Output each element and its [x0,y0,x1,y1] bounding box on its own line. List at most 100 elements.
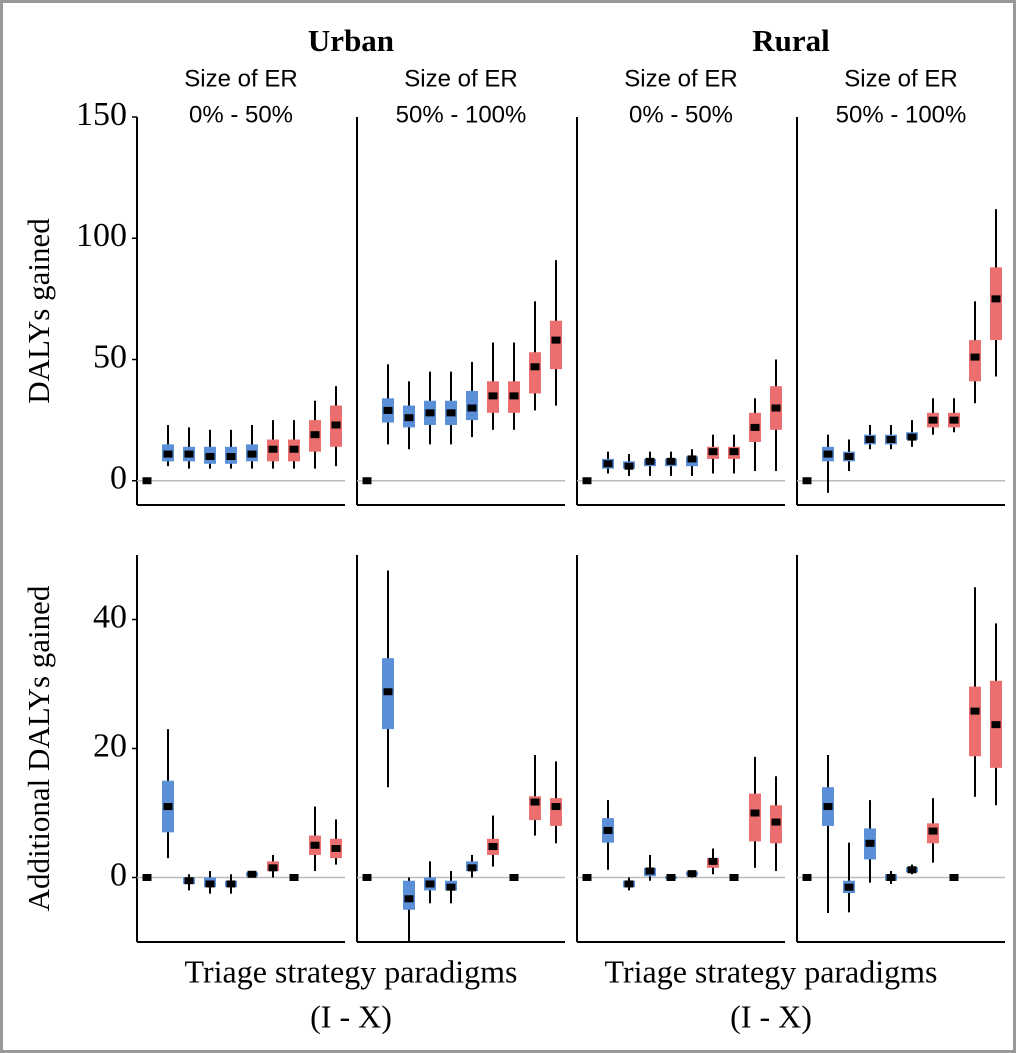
median [226,453,236,460]
median [823,450,833,458]
median [362,874,372,881]
median [928,827,938,835]
median [645,457,655,465]
median [928,416,938,424]
panel-subtitle: 50% - 100% [836,101,967,128]
median [142,874,152,881]
median [666,874,676,881]
median [771,404,781,412]
median [289,874,299,881]
median [949,874,959,881]
median [331,844,341,852]
median [163,450,173,458]
median [729,874,739,881]
median [802,477,812,485]
median [666,457,676,465]
panel-subtitle: Size of ER [404,65,517,92]
median [624,880,634,888]
median [404,895,414,903]
box [969,686,981,757]
median [687,870,697,878]
column-header: Urban [308,23,394,58]
median [142,477,152,485]
y-axis-label: Additional DALYs gained [21,585,56,911]
median [582,477,592,485]
x-axis-label: (I - X) [310,998,392,1034]
x-axis-label: Triage strategy paradigms [605,953,938,989]
median [551,336,561,344]
median [226,880,236,888]
median [729,448,739,456]
median [205,453,215,460]
median [865,436,875,444]
median [247,450,257,458]
y-tick-label: 20 [93,727,127,764]
median [268,864,278,872]
median [949,416,959,424]
y-axis-label: DALYs gained [21,218,56,404]
median [310,841,320,849]
box [550,798,562,826]
median [467,404,477,412]
median [362,477,372,485]
median [446,883,456,891]
median [750,809,760,817]
y-tick-label: 150 [76,96,127,133]
y-tick-label: 0 [110,856,127,893]
box [749,793,761,842]
median [488,843,498,851]
median [551,803,561,811]
median [907,433,917,441]
x-axis-label: (I - X) [730,998,812,1034]
median [310,431,320,439]
panel-subtitle: 0% - 50% [189,101,293,128]
median [247,870,257,878]
median [488,392,498,400]
median [184,877,194,885]
median [708,448,718,456]
median [163,803,173,811]
column-header: Rural [752,23,830,58]
median [530,798,540,806]
median [184,450,194,458]
median [802,874,812,881]
y-tick-label: 0 [110,460,127,497]
median [991,721,1001,729]
median [509,874,519,881]
median [823,803,833,811]
median [467,864,477,872]
median [331,421,341,429]
median [582,874,592,881]
panel-subtitle: 0% - 50% [629,101,733,128]
median [425,409,435,417]
median [970,353,980,361]
box [403,880,415,910]
median [530,363,540,371]
y-tick-label: 40 [93,598,127,635]
median [645,867,655,875]
median [425,880,435,888]
panel-subtitle: 50% - 100% [396,101,527,128]
median [383,406,393,414]
panel-subtitle: Size of ER [844,65,957,92]
median [991,295,1001,303]
median [844,883,854,891]
median [771,818,781,826]
median [603,826,613,834]
median [446,409,456,417]
median [844,453,854,460]
median [404,414,414,422]
box [529,352,541,394]
y-tick-label: 50 [93,338,127,375]
median [907,866,917,874]
median [603,460,613,468]
box [969,340,981,382]
panel-subtitle: Size of ER [184,65,297,92]
median [970,707,980,715]
median [886,874,896,881]
box [990,267,1002,341]
median [750,423,760,431]
median [687,455,697,463]
